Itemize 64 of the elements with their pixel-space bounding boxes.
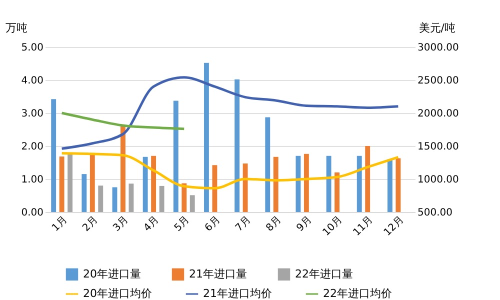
bar [112,187,118,212]
bar [387,159,392,212]
legend-label: 21年进口均价 [203,287,272,300]
legend-label: 20年进口均价 [83,287,152,300]
x-tick-label: 9月 [294,214,314,234]
bar [356,156,362,212]
bar [120,126,126,212]
y2-tick-label: 500.00 [418,208,452,218]
y-tick-label: 1.00 [21,174,44,186]
bar [334,172,340,212]
x-tick-label: 2月 [80,214,100,234]
bar [212,165,218,212]
y-tick-label: 3.00 [21,108,44,120]
bar [234,79,240,212]
x-tick-label: 4月 [142,214,162,234]
bar [90,154,95,212]
x-tick-label: 11月 [352,214,376,238]
legend-label: 22年进口量 [295,267,353,280]
x-tick-label: 1月 [50,214,70,234]
bar [182,183,187,212]
y-tick-label: 0.00 [21,208,44,218]
y2-tick-label: 2000.00 [418,108,459,120]
bar [242,163,248,212]
legend-label: 22年进口均价 [323,287,392,300]
y2-tick-label: 2500.00 [418,76,459,86]
line-series [60,112,186,130]
legend-label: 20年进口量 [83,267,141,280]
bar [59,156,64,212]
bar [204,62,209,212]
y2-tick-label: 1500.00 [418,142,459,152]
bar [326,156,332,212]
y-tick-label: 4.00 [21,76,44,86]
x-tick-label: 12月 [382,214,406,238]
x-tick-label: 8月 [264,214,284,234]
bar [142,156,148,212]
bar [159,186,164,212]
bar [128,184,134,212]
y2-tick-label: 3000.00 [418,42,459,54]
bar [365,146,370,212]
x-tick-label: 5月 [172,214,192,234]
x-tick-label: 10月 [320,214,345,238]
line-series [60,76,400,150]
y2-axis-title: 美元/吨 [418,22,456,34]
x-tick-label: 6月 [203,214,222,234]
bar [190,195,195,212]
bar [51,99,56,212]
x-tick-label: 3月 [111,214,131,234]
legend-label: 21年进口量 [189,267,247,280]
y2-tick-label: 1000.00 [418,174,459,186]
bar [151,156,156,212]
bar [173,100,178,212]
bar [296,156,301,212]
y-tick-label: 2.00 [21,142,44,152]
bar [304,154,309,212]
bar [265,117,270,212]
y-axis-title: 万吨 [6,22,28,34]
line-series [60,152,400,190]
x-tick-label: 7月 [234,214,254,234]
bar [273,156,278,212]
bar [98,186,104,212]
bar [82,174,87,212]
bar [68,154,73,212]
y-tick-label: 5.00 [21,42,44,54]
bar [396,158,401,212]
